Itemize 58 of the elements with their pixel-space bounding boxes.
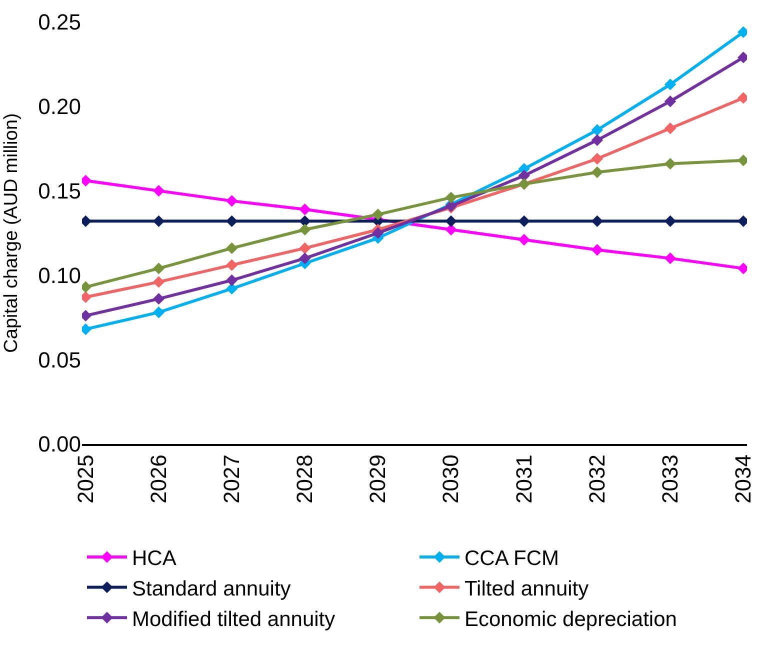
legend-label: Economic depreciation <box>464 608 677 631</box>
point <box>372 208 384 220</box>
point <box>664 215 676 228</box>
point <box>299 224 311 236</box>
y-tick-label: 0.10 <box>38 262 81 288</box>
x-tick-label: 2033 <box>657 454 682 504</box>
y-tick-label: 0.20 <box>38 94 81 120</box>
legend-label: Tilted annuity <box>464 577 590 600</box>
point <box>152 215 165 228</box>
point <box>372 227 384 239</box>
point <box>226 259 238 271</box>
x-tick-label: 2025 <box>72 454 98 504</box>
point <box>518 234 530 246</box>
point <box>152 184 165 197</box>
point <box>226 195 238 207</box>
point <box>445 224 457 236</box>
point <box>518 215 530 228</box>
point <box>152 262 165 274</box>
x-tick-label: 2028 <box>292 454 318 504</box>
point <box>299 252 311 264</box>
x-tick-label: 2026 <box>146 454 171 504</box>
point <box>664 252 676 264</box>
point <box>591 134 604 146</box>
point <box>299 242 311 254</box>
point <box>445 192 457 204</box>
y-tick-label: 0.00 <box>38 432 81 457</box>
x-tick-label: 2032 <box>584 454 610 504</box>
point <box>445 215 457 228</box>
point <box>591 166 604 178</box>
y-tick-label: 0.05 <box>38 347 81 372</box>
point <box>299 204 311 216</box>
y-tick-label: 0.15 <box>38 178 81 204</box>
point <box>518 170 530 182</box>
y-tick-label: 0.25 <box>38 10 81 35</box>
point <box>591 152 604 165</box>
point <box>591 124 604 136</box>
point <box>664 158 676 170</box>
legend-label: HCA <box>132 547 176 570</box>
x-tick-label: 2029 <box>365 454 390 504</box>
x-tick-label: 2027 <box>218 454 244 504</box>
point <box>152 276 165 288</box>
point <box>152 292 165 305</box>
legend-label: CCA FCM <box>464 547 559 570</box>
point <box>152 306 165 318</box>
point <box>664 78 676 90</box>
legend-label: Standard annuity <box>132 577 292 600</box>
point <box>226 242 238 254</box>
point <box>591 215 604 228</box>
point <box>664 95 676 108</box>
point <box>591 244 604 256</box>
x-tick-label: 2030 <box>438 454 464 504</box>
point <box>664 122 676 134</box>
y-axis-title: Capital charge (AUD million) <box>1 113 22 353</box>
point <box>226 215 238 228</box>
x-tick-label: 2031 <box>511 454 536 504</box>
point <box>226 274 238 286</box>
x-tick-label: 2034 <box>730 454 756 504</box>
legend-label: Modified tilted annuity <box>132 608 336 631</box>
